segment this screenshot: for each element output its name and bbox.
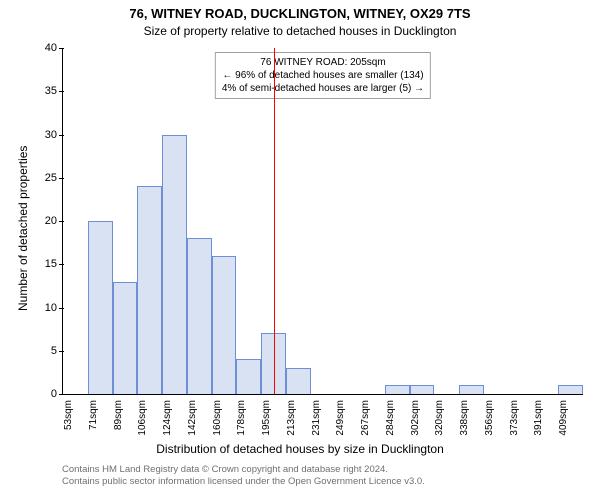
title-line-2: Size of property relative to detached ho…: [0, 24, 600, 38]
histogram-bar: [162, 135, 187, 395]
histogram-bar: [459, 385, 484, 394]
annotation-line: 4% of semi-detached houses are larger (5…: [222, 82, 424, 95]
histogram-bar: [558, 385, 583, 394]
y-tick: 30: [45, 129, 63, 141]
x-tick: 249sqm: [335, 400, 346, 440]
footer-line-2: Contains public sector information licen…: [62, 476, 425, 488]
x-tick: 302sqm: [410, 400, 421, 440]
x-tick: 142sqm: [187, 400, 198, 440]
x-tick: 373sqm: [509, 400, 520, 440]
histogram-bar: [187, 238, 212, 394]
x-tick: 53sqm: [63, 400, 74, 440]
x-tick: 231sqm: [311, 400, 322, 440]
footer-line-1: Contains HM Land Registry data © Crown c…: [62, 464, 425, 476]
plot-area: 76 WITNEY ROAD: 205sqm← 96% of detached …: [62, 48, 583, 395]
x-tick: 356sqm: [484, 400, 495, 440]
histogram-bar: [137, 186, 162, 394]
x-tick: 338sqm: [459, 400, 470, 440]
x-tick: 124sqm: [162, 400, 173, 440]
x-tick: 71sqm: [88, 400, 99, 440]
annotation-line: ← 96% of detached houses are smaller (13…: [222, 69, 424, 82]
footer-attribution: Contains HM Land Registry data © Crown c…: [62, 464, 425, 489]
x-tick: 320sqm: [434, 400, 445, 440]
y-tick: 35: [45, 85, 63, 97]
x-tick: 160sqm: [212, 400, 223, 440]
annotation-box: 76 WITNEY ROAD: 205sqm← 96% of detached …: [215, 52, 431, 99]
x-tick: 106sqm: [137, 400, 148, 440]
histogram-bar: [88, 221, 113, 394]
y-tick: 5: [51, 345, 63, 357]
y-tick: 20: [45, 215, 63, 227]
y-tick: 0: [51, 388, 63, 400]
x-tick: 284sqm: [385, 400, 396, 440]
x-tick: 195sqm: [261, 400, 272, 440]
title-line-1: 76, WITNEY ROAD, DUCKLINGTON, WITNEY, OX…: [0, 6, 600, 21]
x-tick: 89sqm: [113, 400, 124, 440]
x-tick: 178sqm: [236, 400, 247, 440]
histogram-bar: [410, 385, 435, 394]
chart-container: 76, WITNEY ROAD, DUCKLINGTON, WITNEY, OX…: [0, 0, 600, 500]
y-tick: 40: [45, 42, 63, 54]
histogram-bar: [385, 385, 410, 394]
x-tick: 213sqm: [286, 400, 297, 440]
x-tick: 391sqm: [533, 400, 544, 440]
histogram-bar: [113, 282, 138, 394]
y-tick: 25: [45, 172, 63, 184]
y-tick: 15: [45, 258, 63, 270]
histogram-bar: [236, 359, 261, 394]
histogram-bar: [286, 368, 311, 394]
marker-line: [274, 48, 275, 394]
x-tick: 267sqm: [360, 400, 371, 440]
histogram-bar: [212, 256, 237, 394]
y-axis-label: Number of detached properties: [16, 146, 30, 311]
x-tick: 409sqm: [558, 400, 569, 440]
annotation-line: 76 WITNEY ROAD: 205sqm: [222, 56, 424, 69]
x-axis-label: Distribution of detached houses by size …: [0, 442, 600, 456]
y-tick: 10: [45, 302, 63, 314]
